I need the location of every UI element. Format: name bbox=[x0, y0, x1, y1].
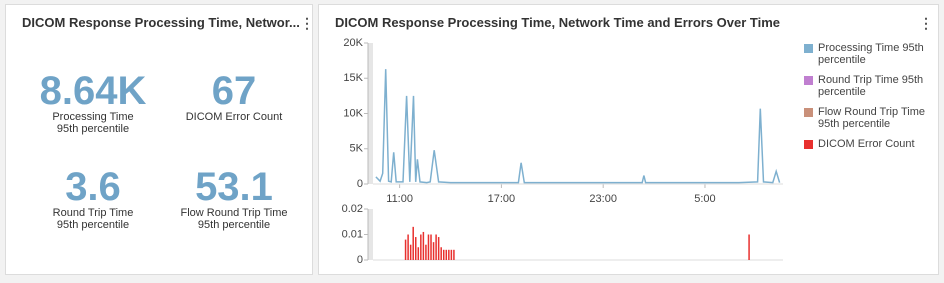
stat-value: 3.6 bbox=[65, 165, 121, 209]
legend-item[interactable]: Round Trip Time 95th percentile bbox=[804, 74, 929, 98]
stat-value: 53.1 bbox=[195, 165, 273, 209]
legend-item[interactable]: Flow Round Trip Time 95th percentile bbox=[804, 106, 929, 130]
range-shade bbox=[368, 43, 373, 184]
x-tick-label: 11:00 bbox=[386, 193, 413, 205]
y-tick-label: 20K bbox=[343, 37, 363, 49]
stat-label: Processing Time 95th percentile bbox=[52, 111, 134, 135]
bar bbox=[448, 249, 450, 260]
bar bbox=[417, 247, 420, 260]
bar bbox=[420, 234, 422, 260]
x-tick-label: 17:00 bbox=[488, 193, 516, 205]
bar bbox=[450, 249, 453, 260]
bar bbox=[425, 244, 427, 260]
legend: Processing Time 95th percentile Round Tri… bbox=[804, 42, 929, 158]
stat-value: 8.64K bbox=[39, 69, 147, 113]
legend-swatch bbox=[804, 44, 813, 53]
stat-value: 67 bbox=[211, 69, 257, 113]
bar bbox=[432, 242, 435, 260]
y-tick-label: 15K bbox=[343, 72, 363, 84]
y-tick-label: 0 bbox=[357, 254, 363, 266]
bar bbox=[407, 234, 409, 260]
stat: 53.1 Flow Round Trip Time 95th percentil… bbox=[169, 167, 299, 231]
bar bbox=[430, 234, 432, 260]
panel-menu[interactable]: ⋮ bbox=[300, 15, 314, 31]
legend-item[interactable]: DICOM Error Count bbox=[804, 138, 929, 150]
bar bbox=[442, 249, 445, 260]
legend-item[interactable]: Processing Time 95th percentile bbox=[804, 42, 929, 66]
series-line bbox=[375, 69, 781, 184]
legend-label: Flow Round Trip Time 95th percentile bbox=[818, 106, 925, 130]
y-tick-label: 0.02 bbox=[342, 203, 363, 215]
bar bbox=[440, 247, 442, 260]
stat: 67 DICOM Error Count bbox=[169, 71, 299, 123]
x-tick-label: 5:00 bbox=[694, 193, 715, 205]
bar bbox=[437, 237, 440, 260]
bar bbox=[422, 231, 425, 260]
legend-label: Processing Time 95th percentile bbox=[818, 42, 924, 66]
y-tick-label: 0.01 bbox=[342, 228, 363, 240]
panel-title: DICOM Response Processing Time, Networ..… bbox=[22, 15, 300, 30]
bar bbox=[412, 226, 414, 260]
panel-title: DICOM Response Processing Time, Network … bbox=[335, 15, 781, 30]
stats-panel: DICOM Response Processing Time, Networ..… bbox=[5, 4, 314, 275]
bar bbox=[445, 249, 448, 260]
bar bbox=[409, 244, 412, 260]
x-tick-label: 23:00 bbox=[589, 193, 617, 205]
stat: 8.64K Processing Time 95th percentile bbox=[28, 71, 158, 135]
stat: 3.6 Round Trip Time 95th percentile bbox=[28, 167, 158, 231]
y-tick-label: 5K bbox=[350, 143, 364, 155]
legend-label: DICOM Error Count bbox=[818, 138, 915, 150]
range-shade bbox=[368, 209, 373, 260]
stat-label: Round Trip Time 95th percentile bbox=[52, 207, 134, 231]
bar bbox=[453, 249, 455, 260]
bar bbox=[427, 234, 430, 260]
legend-label: Round Trip Time 95th percentile bbox=[818, 74, 924, 98]
bar bbox=[748, 234, 750, 260]
stat-label: DICOM Error Count bbox=[185, 111, 283, 123]
bar bbox=[404, 239, 407, 260]
y-tick-label: 0 bbox=[357, 178, 363, 190]
panel-menu[interactable]: ⋮ bbox=[919, 15, 933, 31]
stat-label: Flow Round Trip Time 95th percentile bbox=[180, 207, 288, 231]
legend-swatch bbox=[804, 140, 813, 149]
chart-panel: DICOM Response Processing Time, Network … bbox=[318, 4, 939, 275]
bar bbox=[414, 237, 417, 260]
legend-swatch bbox=[804, 108, 813, 117]
y-tick-label: 10K bbox=[343, 107, 363, 119]
bar bbox=[435, 234, 437, 260]
legend-swatch bbox=[804, 76, 813, 85]
